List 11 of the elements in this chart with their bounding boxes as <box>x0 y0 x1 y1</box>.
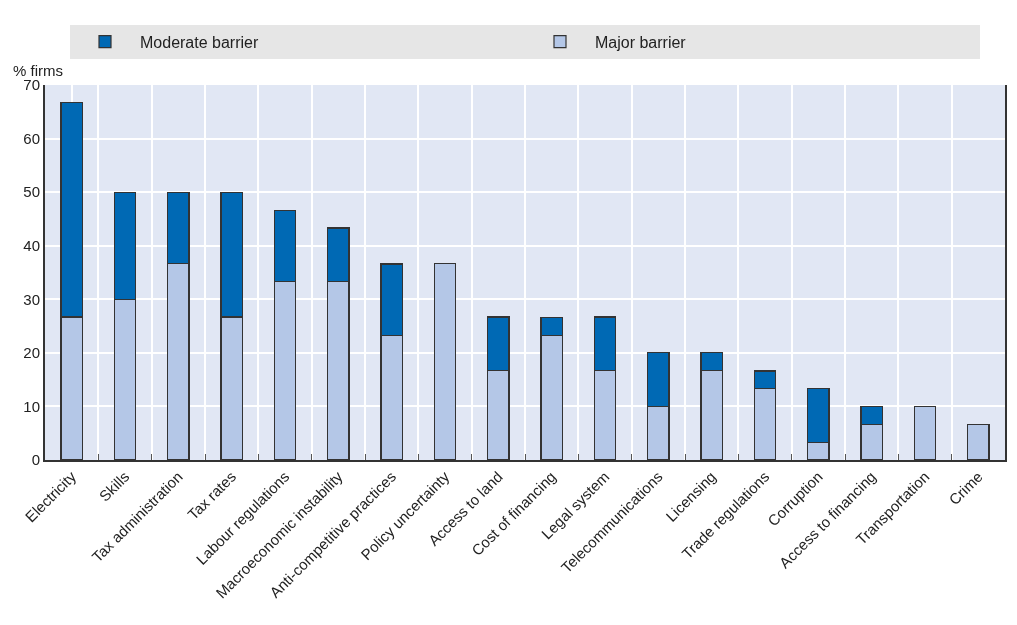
y-tick-label: 50 <box>23 183 40 201</box>
y-tick-label: 10 <box>23 397 40 415</box>
legend-label: Moderate barrier <box>140 33 259 51</box>
y-tick-label: 20 <box>23 344 40 362</box>
legend-label: Major barrier <box>595 33 687 51</box>
y-axis-title: % firms <box>13 62 63 79</box>
y-tick-label: 30 <box>23 290 40 308</box>
y-tick-label: 70 <box>23 76 40 94</box>
y-tick-label: 60 <box>23 129 40 147</box>
y-tick-label: 0 <box>31 451 40 469</box>
y-tick-label: 40 <box>23 236 40 254</box>
